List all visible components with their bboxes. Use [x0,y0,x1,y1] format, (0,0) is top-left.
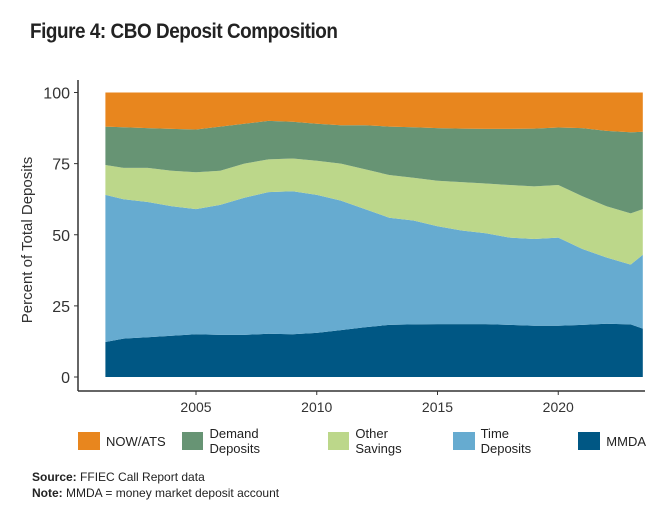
chart-title: Figure 4: CBO Deposit Composition [30,20,338,43]
legend-item: NOW/ATS [78,426,166,456]
y-tick-label: 100 [43,86,70,103]
x-tick-label: 2015 [422,399,453,415]
area-time-deposits [105,191,643,342]
note-label: Note: [32,486,63,500]
legend-swatch [578,432,601,450]
area-demand-deposits [105,120,643,214]
y-tick-label: 0 [61,370,70,387]
y-tick-label: 50 [52,228,70,245]
legend-item: Other Savings [327,426,437,456]
y-ticks: 0 25 50 75 100 [43,86,78,387]
notes: Source: FFIEC Call Report data Note: MMD… [32,469,279,501]
legend-label: Other Savings [355,426,402,456]
legend-label: Time Deposits [480,426,532,456]
legend-swatch [78,432,100,450]
legend-item: Demand Deposits [181,426,312,456]
note-line: Note: MMDA = money market deposit accoun… [32,485,279,501]
source-label: Source: [32,470,77,484]
x-tick-label: 2020 [543,399,574,415]
legend: NOW/ATS Demand Deposits Other Savings Time … [78,426,662,456]
stacked-area-chart: 0 25 50 75 100 2005 2010 2015 2020 Percent of T… [19,80,645,415]
legend-label: MMDA [606,433,646,449]
x-tick-label: 2005 [180,399,211,415]
y-axis-label: Percent of Total Deposits [19,157,36,323]
area-mmda [105,323,643,377]
x-ticks: 2005 2010 2015 2020 [180,391,574,415]
legend-label: NOW/ATS [106,433,166,449]
x-tick-label: 2010 [301,399,332,415]
legend-swatch [181,432,204,450]
y-tick-label: 25 [52,299,70,316]
source-text: FFIEC Call Report data [80,470,205,484]
legend-item: MMDA [578,426,646,456]
areas-group [105,92,643,377]
y-tick-label: 75 [52,157,70,174]
area-other-savings [105,158,643,265]
legend-item: Time Deposits [452,426,562,456]
note-text: MMDA = money market deposit account [66,486,280,500]
area-now-ats [105,92,643,133]
legend-swatch [327,432,350,450]
legend-swatch [452,432,475,450]
source-line: Source: FFIEC Call Report data [32,469,279,485]
legend-label: Demand Deposits [209,426,261,456]
